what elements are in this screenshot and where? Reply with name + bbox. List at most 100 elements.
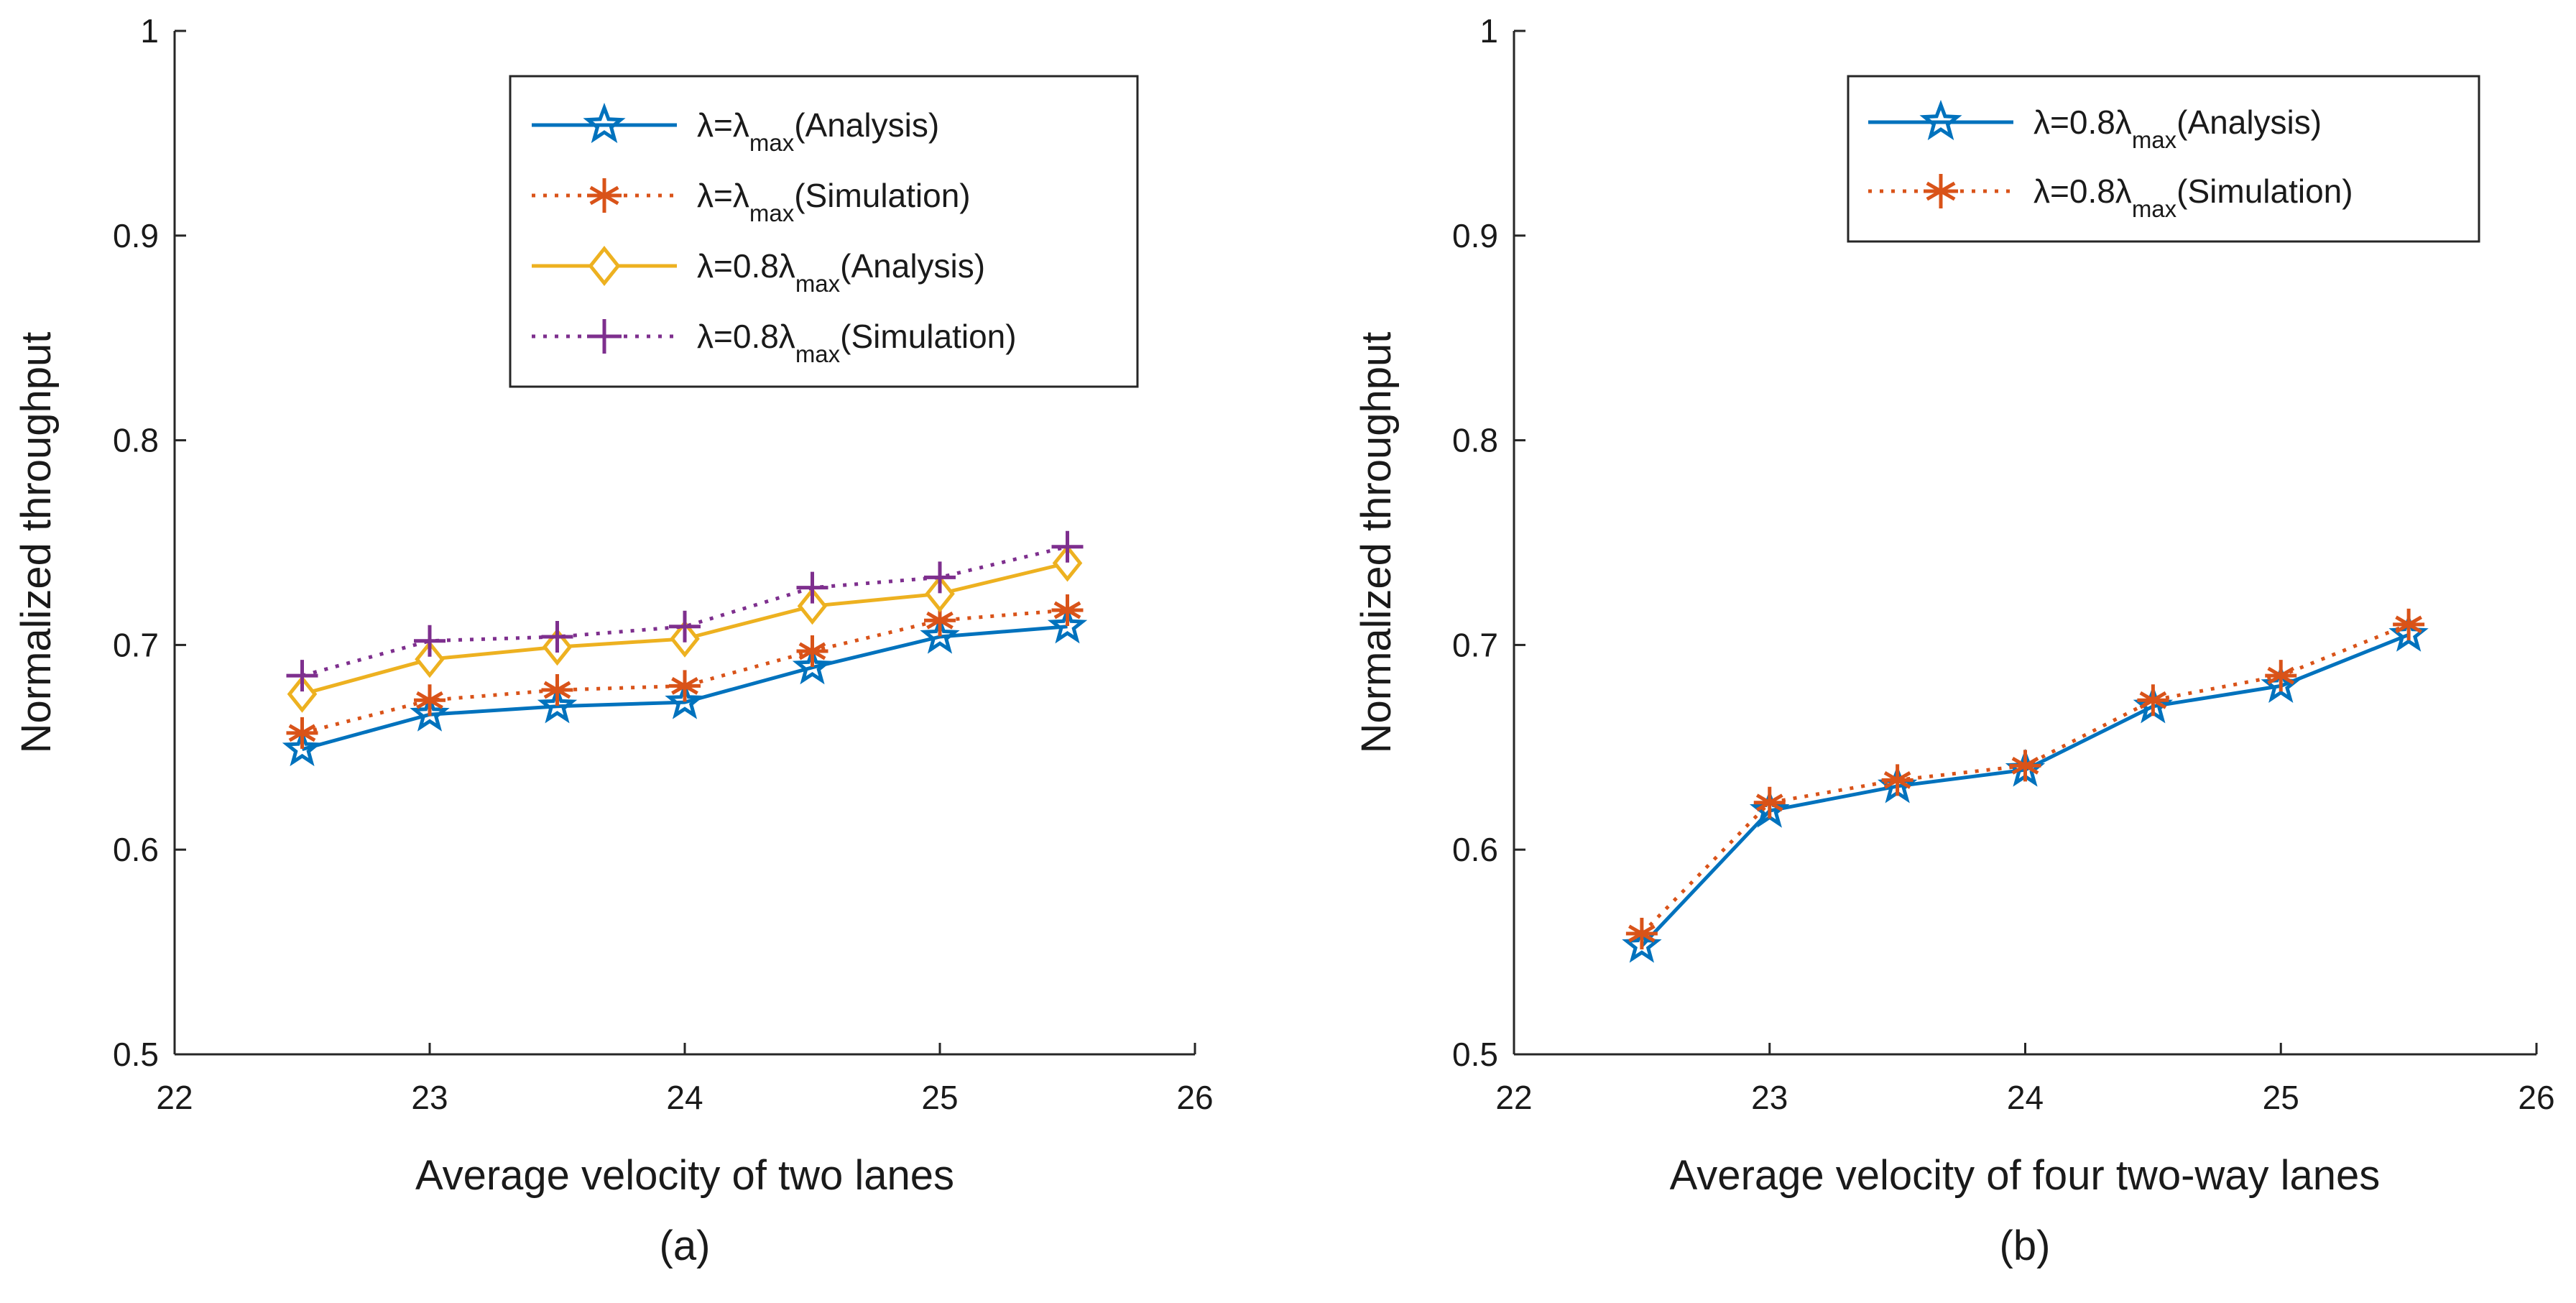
data-point: [796, 635, 828, 667]
data-point: [797, 587, 828, 625]
legend-box: [1847, 75, 2480, 243]
x-axis-label: Average velocity of two lanes: [415, 1152, 954, 1199]
legend-label: λ=0.8λmax(Simulation): [697, 318, 1017, 367]
x-axis-label: Average velocity of four two-way lanes: [1670, 1152, 2381, 1199]
y-tick-label: 0.7: [113, 626, 159, 663]
legend-label-subscript: max: [749, 129, 795, 156]
y-tick-label: 0.5: [1452, 1036, 1498, 1073]
data-point: [2137, 684, 2169, 717]
y-tick-label: 0.6: [113, 831, 159, 868]
y-tick-label: 0.7: [1452, 626, 1498, 663]
legend-label: λ=0.8λmax(Analysis): [697, 247, 985, 297]
legend-label-main: λ=0.8λ: [2033, 172, 2132, 210]
legend-label: λ=λmax(Simulation): [697, 177, 971, 226]
chart-panel-b: 22 23 24 25 26 0.5 0.6 0.7 0.8 0.9 1 Average veloci…: [1353, 12, 2555, 1269]
x-tick-label: 22: [156, 1079, 193, 1116]
y-tick-label: 0.6: [1452, 831, 1498, 868]
legend-label-main: λ=0.8λ: [2033, 103, 2132, 141]
legend-label-suffix: (Simulation): [794, 177, 970, 214]
data-point: [1047, 605, 1088, 644]
x-tick-label: 26: [2518, 1079, 2554, 1116]
legend-label-subscript: max: [795, 270, 841, 297]
legend-marker: [588, 245, 621, 287]
x-tick-label: 22: [1495, 1079, 1532, 1116]
y-tick-label: 0.8: [113, 422, 159, 459]
legend-label-suffix: (Analysis): [794, 106, 939, 144]
data-point: [414, 625, 446, 657]
data-point: [925, 575, 955, 613]
data-point: [665, 681, 705, 719]
data-point: [2265, 660, 2297, 692]
legend: λ=λmax(Analysis)λ=λmax(Simulation)λ=0.8λ…: [509, 75, 1139, 388]
data-point: [1051, 594, 1084, 626]
legend-label-suffix: (Simulation): [2176, 172, 2353, 210]
legend-label: λ=0.8λmax(Simulation): [2033, 172, 2353, 222]
legend-entry: λ=λmax(Analysis): [532, 102, 939, 156]
series-2: [1625, 608, 2425, 949]
data-point: [920, 615, 960, 654]
data-point: [669, 670, 701, 702]
panel-caption: (b): [2000, 1223, 2051, 1269]
x-tick-label: 26: [1176, 1079, 1213, 1116]
data-point: [1051, 530, 1084, 563]
legend-entry: λ=0.8λmax(Simulation): [532, 318, 1017, 367]
data-point: [415, 640, 445, 678]
y-tick-label: 0.8: [1452, 422, 1498, 459]
legend-marker: [583, 102, 626, 144]
data-point: [1052, 544, 1083, 582]
series-4: [286, 530, 1084, 692]
data-point: [537, 685, 578, 724]
data-point: [410, 693, 450, 732]
x-tick-label: 25: [2263, 1079, 2299, 1116]
data-point: [541, 674, 573, 706]
series-2: [286, 594, 1084, 749]
legend-marker: [1919, 99, 1962, 141]
legend-label-subscript: max: [749, 200, 795, 226]
legend-label-main: λ=λ: [697, 106, 749, 144]
x-tick-label: 25: [921, 1079, 958, 1116]
data-point: [669, 610, 701, 643]
chart-panel-a: 22 23 24 25 26 0.5 0.6 0.7 0.8 0.9 1 Average veloci…: [13, 12, 1214, 1269]
y-tick-label: 1: [140, 12, 159, 50]
legend-label: λ=λmax(Analysis): [697, 106, 939, 156]
legend-label-main: λ=0.8λ: [697, 318, 795, 355]
data-point: [1753, 786, 1786, 819]
data-point: [541, 621, 573, 653]
data-point: [796, 571, 828, 604]
x-tick-label: 23: [1751, 1079, 1788, 1116]
panel-caption: (a): [660, 1223, 711, 1269]
legend-entry: λ=0.8λmax(Analysis): [1868, 99, 2322, 153]
legend-label-suffix: (Simulation): [840, 318, 1016, 355]
data-point: [1625, 917, 1658, 949]
legend-label-subscript: max: [2132, 195, 2177, 222]
legend-label-main: λ=0.8λ: [697, 247, 795, 285]
legend-entry: λ=λmax(Simulation): [532, 177, 971, 226]
legend-label: λ=0.8λmax(Analysis): [2033, 103, 2322, 153]
legend-label-suffix: (Analysis): [2176, 103, 2322, 141]
legend-entry: λ=0.8λmax(Analysis): [532, 245, 985, 297]
legend-marker: [1924, 174, 1958, 208]
legend-label-suffix: (Analysis): [840, 247, 985, 285]
y-axis-label: Normalized throughput: [13, 332, 60, 754]
legend: λ=0.8λmax(Analysis)λ=0.8λmax(Simulation): [1847, 75, 2480, 243]
y-tick-label: 0.9: [1452, 217, 1498, 254]
x-tick-label: 23: [411, 1079, 448, 1116]
data-point: [286, 717, 318, 749]
y-axis-label: Normalized throughput: [1353, 332, 1400, 754]
y-tick-label: 0.5: [113, 1036, 159, 1073]
data-point: [792, 646, 833, 685]
y-tick-label: 1: [1479, 12, 1498, 50]
y-tick-label: 0.9: [113, 217, 159, 254]
data-point: [2393, 608, 2425, 640]
data-point: [287, 675, 318, 713]
x-tick-label: 24: [666, 1079, 703, 1116]
legend-label-main: λ=λ: [697, 177, 749, 214]
data-point: [1881, 764, 1913, 796]
legend-label-subscript: max: [2132, 126, 2177, 153]
legend-marker: [587, 178, 622, 213]
data-point: [414, 684, 446, 717]
legend-entry: λ=0.8λmax(Simulation): [1868, 172, 2353, 222]
x-tick-label: 24: [2007, 1079, 2044, 1116]
legend-label-subscript: max: [795, 341, 841, 367]
